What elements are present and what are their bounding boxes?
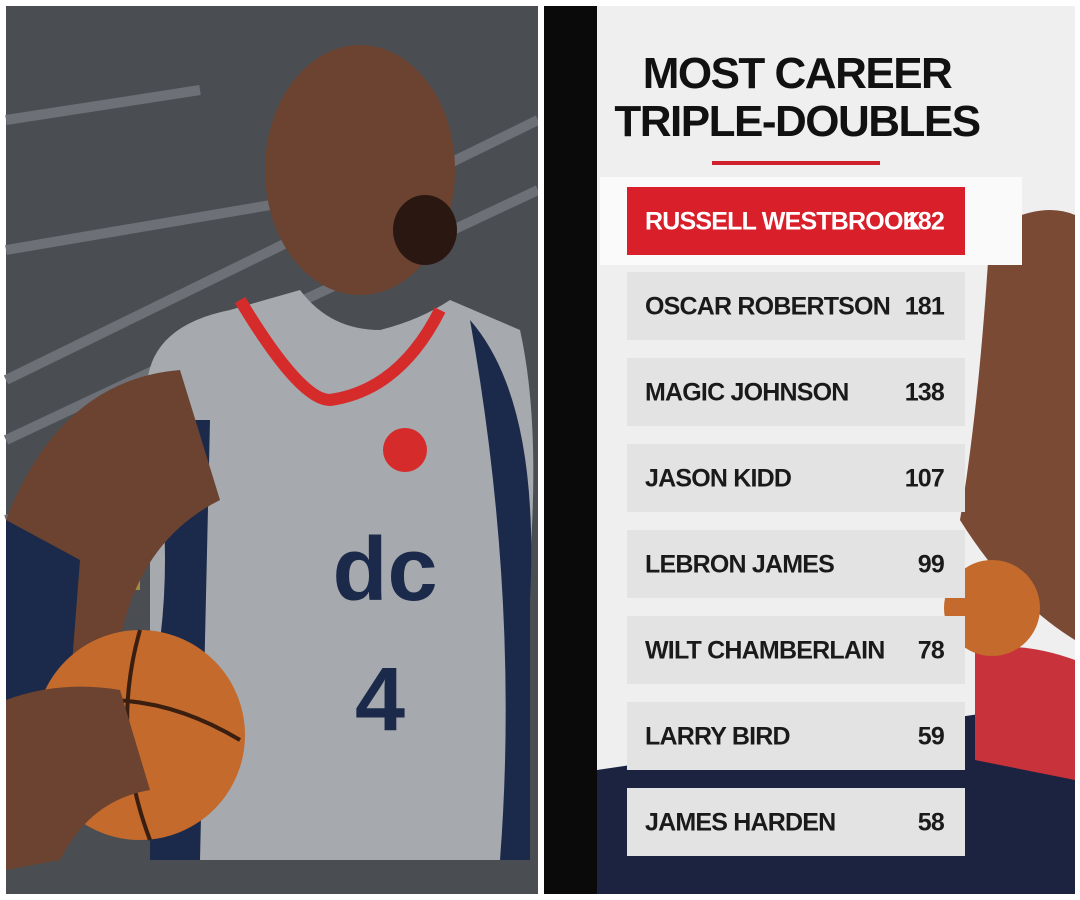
row-background — [627, 530, 965, 598]
player-mouth — [393, 195, 457, 265]
side-player — [960, 210, 1075, 640]
title-underline — [712, 161, 880, 165]
leaderboard-row: MAGIC JOHNSON 138 — [627, 358, 965, 426]
row-background — [627, 788, 965, 856]
title-line: MOST CAREER — [643, 49, 952, 98]
player-name: WILT CHAMBERLAIN — [645, 637, 884, 665]
jersey-number: 4 — [355, 650, 405, 750]
player-name: LEBRON JAMES — [645, 551, 834, 579]
logo-ball — [383, 428, 427, 472]
row-background — [627, 272, 965, 340]
row-background — [627, 444, 965, 512]
triple-double-count: 182 — [905, 208, 944, 236]
player-name: JASON KIDD — [645, 465, 791, 493]
row-background — [627, 187, 965, 255]
row-background — [627, 358, 965, 426]
leaderboard-row: JAMES HARDEN 58 — [627, 788, 965, 856]
flag-stripe — [975, 646, 1075, 780]
title-line: TRIPLE-DOUBLES — [614, 97, 979, 146]
side-basketball — [944, 560, 1040, 656]
leaderboard-row: LARRY BIRD 59 — [627, 702, 965, 770]
triple-double-count: 107 — [905, 465, 944, 493]
jersey-collar — [234, 296, 446, 407]
player-name: JAMES HARDEN — [645, 809, 835, 837]
jersey-trim-right — [470, 320, 532, 860]
triple-double-count: 138 — [905, 379, 945, 407]
player-name: LARRY BIRD — [645, 723, 790, 751]
leaderboard-row: OSCAR ROBERTSON 181 — [627, 272, 965, 340]
player-photo: dc 4 — [3, 6, 541, 894]
player-name: OSCAR ROBERTSON — [645, 293, 890, 321]
arm-sleeve — [6, 520, 80, 700]
triple-double-count: 78 — [918, 637, 945, 665]
triple-double-count: 181 — [905, 293, 945, 321]
player-name: RUSSELL WESTBROOK — [645, 208, 921, 236]
player-name: MAGIC JOHNSON — [645, 379, 849, 407]
triple-double-count: 99 — [918, 551, 944, 579]
divider — [538, 0, 544, 900]
jersey-logo: dc — [332, 520, 437, 620]
leaderboard-row: LEBRON JAMES 99 — [627, 530, 965, 598]
triple-double-count: 58 — [918, 809, 945, 837]
row-background — [627, 616, 965, 684]
row-background — [627, 702, 965, 770]
leaderboard-row: JASON KIDD 107 — [627, 444, 965, 512]
dark-strip — [544, 6, 597, 894]
leaderboard-row: WILT CHAMBERLAIN 78 — [627, 616, 965, 684]
player-hand — [6, 686, 150, 870]
triple-double-count: 59 — [918, 723, 944, 751]
